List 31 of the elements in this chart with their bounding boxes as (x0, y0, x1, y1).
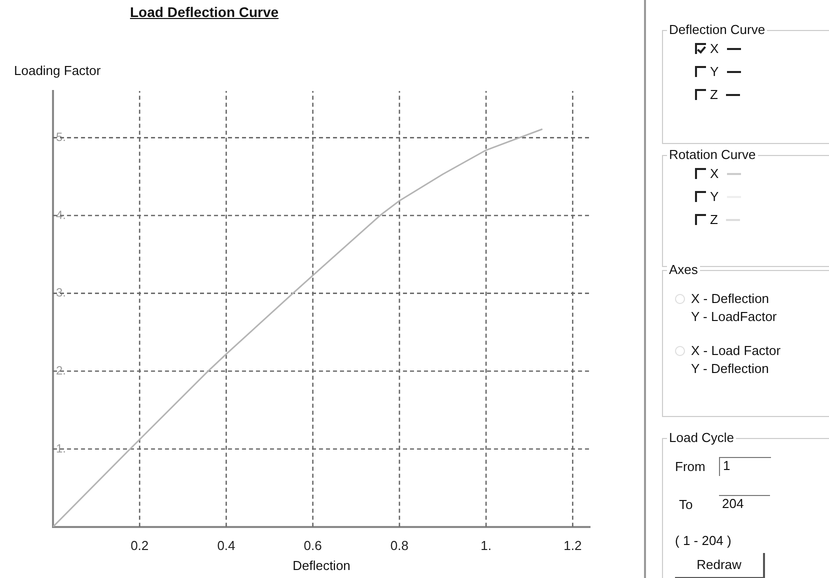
text-field: 204 (719, 495, 770, 514)
text: Load Cycle (667, 430, 736, 445)
text: Axes (667, 262, 700, 277)
text: Z (710, 212, 718, 227)
text: ( 1 - 204 ) (675, 533, 732, 548)
text: Y (710, 189, 719, 204)
x-tick-label: 0.4 (217, 538, 236, 554)
text: Y - LoadFactor (691, 309, 777, 324)
button: Redraw (675, 553, 765, 578)
text: X - Load Factor (691, 343, 781, 358)
text: X (710, 41, 719, 56)
x-tick-label: 1. (480, 538, 492, 554)
x-tick-label: 1.2 (564, 538, 582, 554)
y-tick-label: 2. (56, 363, 66, 378)
text: To (679, 497, 693, 512)
x-tick-label: 0.8 (390, 538, 408, 554)
y-axis-title: Loading Factor (14, 63, 101, 78)
y-tick-label: 1. (56, 441, 66, 456)
text: Z (710, 87, 718, 102)
text: Deflection Curve (667, 22, 768, 37)
x-axis-title: Deflection (292, 558, 350, 573)
text: Rotation Curve (667, 147, 758, 162)
text: Y - Deflection (691, 361, 769, 376)
x-tick-label: 0.6 (304, 538, 322, 554)
text: From (675, 459, 706, 474)
text: X (710, 166, 719, 181)
text: Y (710, 64, 719, 79)
text-field: 1 (719, 457, 771, 476)
chart-title: Load Deflection Curve (130, 4, 279, 20)
x-tick-label: 0.2 (130, 538, 149, 554)
text: X - Deflection (691, 291, 770, 306)
